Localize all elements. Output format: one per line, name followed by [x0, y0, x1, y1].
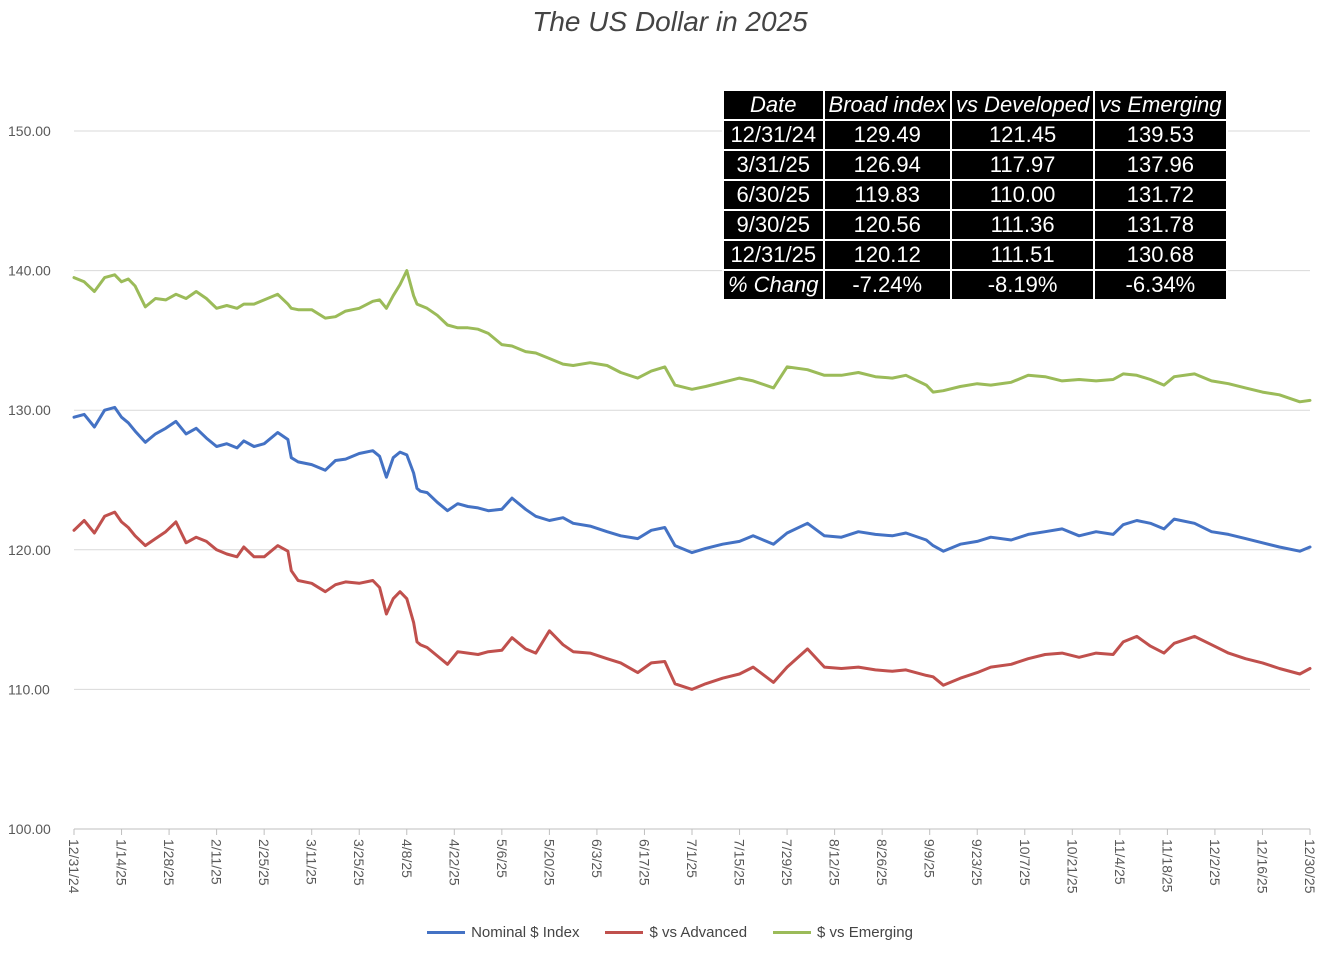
x-tick-label: 2/25/25: [256, 839, 272, 886]
legend-item-nominal: Nominal $ Index: [427, 924, 579, 941]
legend-item-advanced: $ vs Advanced: [605, 924, 747, 941]
series-line-emerging: [72, 269, 1312, 404]
table-cell: 119.83: [822, 179, 952, 211]
x-tick-label: 11/18/25: [1159, 839, 1175, 893]
x-tick-label: 10/21/25: [1064, 839, 1080, 894]
table-header-row: Date Broad index vs Developed vs Emergin…: [722, 89, 1228, 121]
table-cell: 137.96: [1093, 149, 1228, 181]
x-tick-label: 3/25/25: [351, 839, 367, 886]
x-tick-label: 6/17/25: [636, 839, 652, 886]
series-lines: [72, 269, 1312, 691]
legend-label: $ vs Emerging: [817, 924, 913, 941]
x-tick-label: 5/6/25: [494, 839, 510, 878]
y-tick-label: 150.00: [8, 123, 51, 139]
legend-item-emerging: $ vs Emerging: [773, 924, 913, 941]
table-cell: -6.34%: [1093, 269, 1228, 301]
table-cell: 9/30/25: [722, 209, 825, 241]
x-tick-label: 3/11/25: [304, 839, 320, 885]
table-cell: 120.56: [822, 209, 952, 241]
table-row: 12/31/24 129.49 121.45 139.53: [722, 119, 1228, 151]
table-cell: 131.72: [1093, 179, 1228, 211]
table-cell: 130.68: [1093, 239, 1228, 271]
gridlines: [74, 130, 1310, 690]
table-cell: 121.45: [949, 119, 1096, 151]
x-tick-label: 12/30/25: [1302, 839, 1318, 894]
x-tick-label: 5/20/25: [541, 839, 557, 886]
x-tick-label: 8/26/25: [874, 839, 890, 886]
table-cell: 126.94: [822, 149, 952, 181]
x-tick-label: 7/29/25: [779, 839, 795, 886]
table-cell: 120.12: [822, 239, 952, 271]
summary-table: Date Broad index vs Developed vs Emergin…: [722, 89, 1228, 301]
table-cell: % Chang: [722, 269, 825, 301]
table-row-percent-change: % Chang -7.24% -8.19% -6.34%: [722, 269, 1228, 301]
table-row: 12/31/25 120.12 111.51 130.68: [722, 239, 1228, 271]
x-tick-label: 9/23/25: [969, 839, 985, 886]
table-cell: 117.97: [949, 149, 1096, 181]
y-tick-label: 130.00: [8, 402, 51, 418]
x-tick-label: 7/15/25: [732, 839, 748, 886]
legend-swatch-blue: [427, 931, 466, 934]
chart-title: The US Dollar in 2025: [532, 6, 808, 37]
x-tick-label: 4/22/25: [446, 839, 462, 886]
axes: 100.00 110.00 120.00 130.00 140.00 150.00 12/3…: [8, 123, 1318, 894]
x-tick-label: 4/8/25: [399, 839, 415, 878]
table-row: 6/30/25 119.83 110.00 131.72: [722, 179, 1228, 211]
table-cell: 12/31/24: [722, 119, 825, 151]
table-cell: 111.51: [949, 239, 1096, 271]
table-cell: -8.19%: [949, 269, 1096, 301]
table-cell: 6/30/25: [722, 179, 825, 211]
table-cell: 131.78: [1093, 209, 1228, 241]
y-tick-label: 140.00: [8, 263, 51, 279]
table-header-cell: vs Emerging: [1093, 89, 1228, 121]
table-cell: 3/31/25: [722, 149, 825, 181]
x-tick-label: 10/7/25: [1017, 839, 1033, 886]
table-row: 3/31/25 126.94 117.97 137.96: [722, 149, 1228, 181]
y-tick-label: 110.00: [8, 681, 50, 697]
table-header-cell: Broad index: [822, 89, 952, 121]
table-cell: -7.24%: [822, 269, 952, 301]
x-tick-label: 1/14/25: [114, 839, 130, 886]
x-tick-label: 1/28/25: [161, 839, 177, 886]
x-tick-label: 12/2/25: [1207, 839, 1223, 886]
series-line-nominal: [72, 405, 1312, 555]
legend: Nominal $ Index $ vs Advanced $ vs Emerg…: [0, 924, 1340, 941]
y-tick-label: 100.00: [8, 821, 51, 837]
legend-label: Nominal $ Index: [471, 924, 580, 941]
series-line-advanced: [72, 510, 1312, 691]
x-tick-label: 6/3/25: [589, 839, 605, 878]
y-tick-label: 120.00: [8, 542, 51, 558]
table-cell: 111.36: [949, 209, 1096, 241]
x-tick-label: 11/4/25: [1112, 839, 1128, 885]
legend-swatch-red: [605, 931, 644, 934]
table-header-cell: Date: [722, 89, 825, 121]
x-tick-label: 7/1/25: [684, 839, 700, 878]
table-cell: 110.00: [949, 179, 1096, 211]
table-cell: 12/31/25: [722, 239, 825, 271]
x-tick-label: 9/9/25: [922, 839, 938, 878]
x-tick-label: 8/12/25: [827, 839, 843, 886]
x-tick-label: 12/31/24: [66, 839, 82, 894]
table-row: 9/30/25 120.56 111.36 131.78: [722, 209, 1228, 241]
legend-label: $ vs Advanced: [649, 924, 748, 941]
table-cell: 139.53: [1093, 119, 1228, 151]
table-header-cell: vs Developed: [949, 89, 1096, 121]
x-tick-label: 2/11/25: [209, 839, 225, 885]
table-cell: 129.49: [822, 119, 952, 151]
legend-swatch-green: [773, 931, 812, 934]
x-tick-label: 12/16/25: [1254, 839, 1270, 894]
